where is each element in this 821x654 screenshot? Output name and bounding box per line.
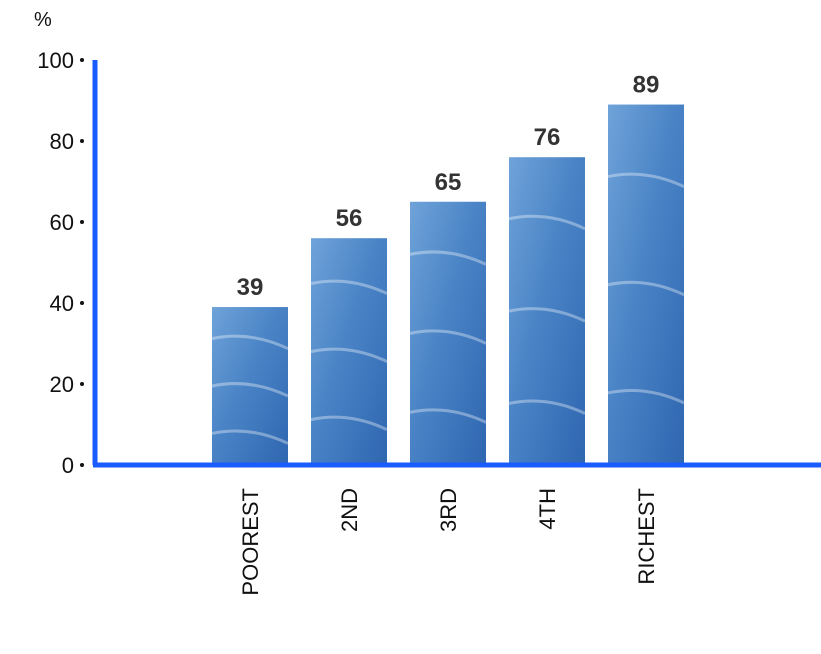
value-labels-group: 39 56 65 76 89: [237, 72, 660, 301]
y-tick-label: 80: [50, 129, 74, 154]
bar-texture-streak: [211, 382, 289, 398]
bar-value-label: 65: [435, 169, 462, 196]
bar-value-label: 76: [534, 124, 561, 151]
bar-texture-streak: [508, 214, 586, 231]
y-ticks-group: 0 20 40 60 80 100: [37, 48, 84, 478]
y-tick-mark: [80, 58, 84, 62]
y-tick-mark: [80, 463, 84, 467]
bar-value-label: 89: [633, 72, 660, 99]
bar-texture-streak: [409, 329, 487, 345]
bar-value-label: 39: [237, 274, 264, 301]
category-labels-group: POOREST 2ND 3RD 4TH RICHEST: [238, 488, 659, 596]
bar-texture-streak: [508, 399, 586, 415]
x-category-label: POOREST: [238, 488, 263, 596]
bar: [311, 238, 387, 465]
bar-texture-streak: [607, 172, 685, 188]
y-tick-label: 40: [50, 291, 74, 316]
y-tick-label: 0: [62, 453, 74, 478]
y-tick-label: 60: [50, 210, 74, 235]
bar-value-label: 56: [336, 205, 363, 232]
bar-texture-streak: [409, 250, 487, 266]
y-tick-mark: [80, 301, 84, 305]
bar-texture-streak: [310, 279, 388, 295]
x-category-label: 3RD: [436, 488, 461, 532]
y-tick-mark: [80, 220, 84, 224]
bar-texture-streak: [211, 334, 289, 350]
bar-texture-streak: [508, 307, 586, 323]
bar-texture-streak: [310, 347, 388, 363]
x-category-label: RICHEST: [634, 488, 659, 585]
y-tick-label: 100: [37, 48, 74, 73]
bar-texture-streak: [409, 408, 487, 424]
bar: [509, 157, 585, 465]
bars-group: [211, 104, 685, 466]
y-tick-mark: [80, 382, 84, 386]
x-category-label: 4TH: [535, 488, 560, 530]
bar: [608, 104, 684, 466]
y-tick-mark: [80, 139, 84, 143]
bar-texture-streak: [607, 388, 685, 405]
bar-texture-streak: [310, 415, 388, 431]
bar-texture-streak: [607, 280, 685, 297]
bar-texture-streak: [211, 429, 289, 445]
x-category-label: 2ND: [337, 488, 362, 532]
y-axis-unit-label: %: [34, 9, 52, 31]
y-tick-label: 20: [50, 372, 74, 397]
bar: [212, 307, 288, 465]
bar: [410, 201, 486, 465]
